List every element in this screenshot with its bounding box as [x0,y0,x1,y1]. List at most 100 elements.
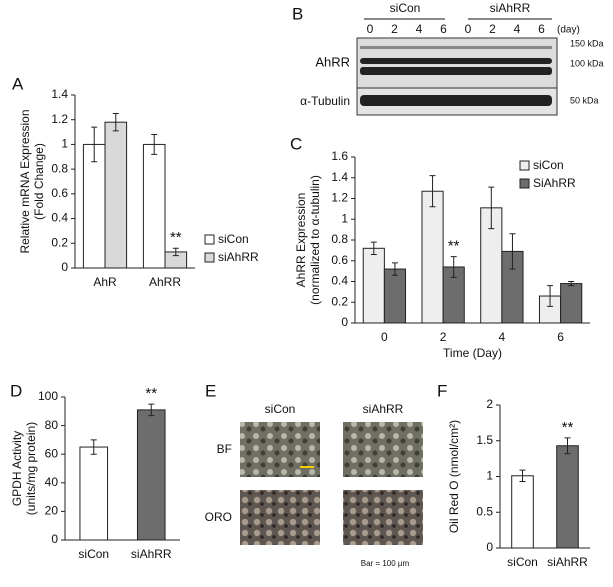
y-tick-label: 0 [341,315,348,329]
marker: 50 kDa [570,95,599,105]
blot-group: siAhRR [490,1,531,15]
panel-label: D [10,381,22,400]
panel-label: A [12,74,24,93]
lane-day: 4 [514,22,521,36]
micrographs [240,422,423,545]
x-tick-label: 0 [381,330,388,344]
marker: 100 kDa [570,58,604,68]
x-tick-label: 4 [499,330,506,344]
y-tick-label: 40 [45,475,59,489]
error-bar [370,241,377,256]
y-tick-label: 1.6 [331,149,348,163]
x-tick-label: siAhRR [131,547,172,561]
error-bar [148,403,155,417]
y-tick-label: 80 [45,418,59,432]
significance: ** [448,238,460,255]
panel-label: E [205,381,216,400]
error-bar [450,256,457,278]
y-tick-label: 0.5 [476,504,493,518]
blot-row: AhRR [315,54,350,69]
y-tick-label: 1.4 [331,170,348,184]
panel-label: C [290,134,302,153]
y-axis-label: AhRR Expression [294,193,308,288]
lane-day: 6 [440,22,447,36]
y-tick-label: 20 [45,504,59,518]
error-bar [509,233,516,270]
x-tick-label: siCon [78,547,109,561]
error-bar [91,126,98,163]
bar [136,409,166,541]
significance: ** [562,419,574,436]
blot [356,18,558,116]
error-bar [172,247,179,257]
x-tick-label: siCon [507,555,538,569]
error-bar [391,262,398,276]
y-tick-label: 1.5 [476,433,493,447]
y-tick-label: 0 [486,540,493,554]
y-tick-label: 0.2 [331,294,348,308]
bar [556,445,579,549]
lane-day: 4 [416,22,423,36]
legend-swatch [519,160,530,171]
y-tick-label: 100 [38,389,58,403]
y-tick-label: 0.8 [51,161,68,175]
panel-label: F [437,381,447,400]
y-tick-label: 1.4 [51,87,68,101]
bar [79,446,109,541]
y-tick-label: 0 [51,532,58,546]
blot-group: siCon [390,1,421,15]
y-tick-label: 0.4 [331,274,348,288]
x-tick-label: 6 [557,330,564,344]
y-tick-label: 2 [486,397,493,411]
legend-label: siCon [533,158,564,172]
x-tick-label: AhR [93,275,117,289]
bar [421,190,444,324]
day-unit: (day) [557,25,580,36]
bar [142,143,166,269]
y-axis-label: (Fold Change) [32,143,46,220]
legend-swatch [519,178,530,189]
x-tick-label: 2 [440,330,447,344]
y-axis-label: Relative mRNA Expression [18,109,32,253]
error-bar [112,113,119,132]
bar [104,121,128,269]
y-tick-label: 1 [486,469,493,483]
y-axis-label: Oil Red O (nmol/cm²) [447,420,461,533]
y-tick-label: 0.8 [331,232,348,246]
significance: ** [170,229,182,246]
lane-day: 2 [489,22,496,36]
lane-day: 0 [367,22,374,36]
lane-day: 6 [538,22,545,36]
column-label: siCon [265,402,296,416]
y-axis-label: (units/mg protein) [24,422,38,515]
error-bar [564,437,571,455]
legend-swatch [204,234,215,245]
y-tick-label: 60 [45,446,59,460]
marker: 150 kDa [570,38,604,48]
x-axis-label: Time (Day) [443,346,502,360]
column-label: siAhRR [363,402,404,416]
bar [362,247,385,324]
y-tick-label: 0.4 [51,211,68,225]
significance: ** [145,385,157,402]
error-bar [429,175,436,208]
error-bar [151,134,158,155]
lane-day: 2 [391,22,398,36]
bar [82,143,106,269]
bar [560,283,583,324]
blot-row: α-Tubulin [300,94,350,108]
panel-label: B [292,4,303,23]
y-tick-label: 0 [61,260,68,274]
error-bar [488,186,495,230]
row-label: ORO [205,510,232,524]
scale-bar-label: Bar = 100 μm [361,559,410,568]
legend-swatch [204,252,215,263]
lane-day: 0 [465,22,472,36]
legend-label: siCon [218,232,249,246]
error-bar [90,439,97,455]
legend-label: SiAhRR [533,176,576,190]
y-tick-label: 1.2 [51,112,68,126]
x-tick-label: AhRR [149,275,181,289]
error-bar [519,469,526,483]
